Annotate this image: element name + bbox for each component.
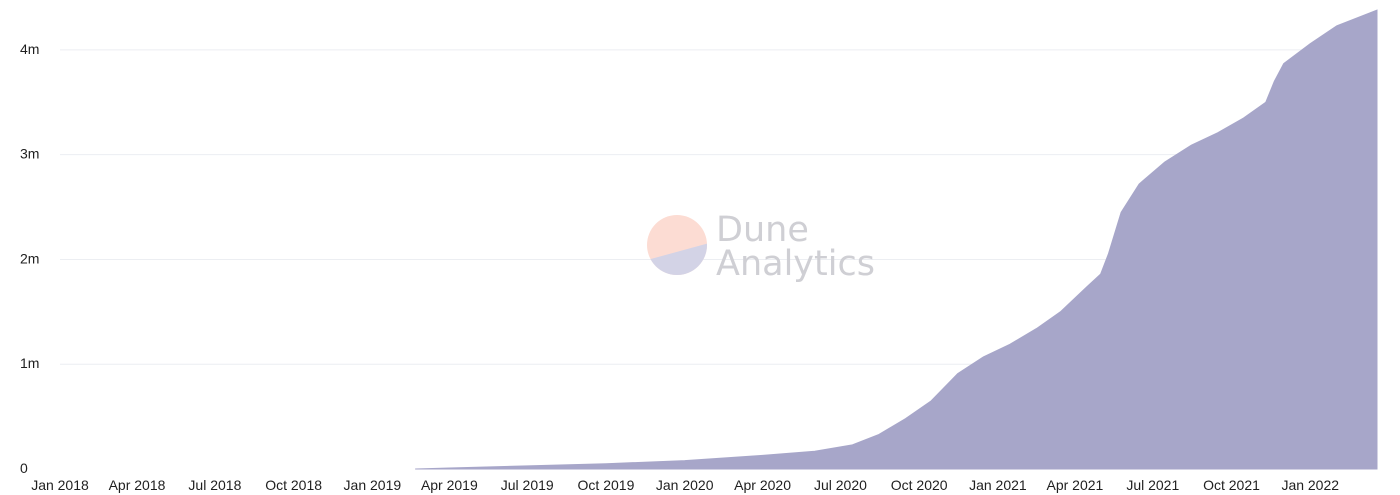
y-tick-label: 4m: [20, 41, 39, 57]
x-tick-label: Jul 2021: [1126, 477, 1179, 493]
x-tick-label: Jan 2021: [969, 477, 1027, 493]
area-series: [415, 9, 1378, 470]
x-tick-label: Jan 2018: [31, 477, 89, 493]
watermark-line2: Analytics: [716, 244, 875, 284]
x-tick-label: Jan 2020: [656, 477, 714, 493]
x-tick-label: Jul 2020: [814, 477, 867, 493]
watermark-line1: Dune: [716, 210, 809, 250]
x-axis: Jan 2018 Apr 2018 Jul 2018 Oct 2018 Jan 2019…: [31, 477, 1339, 493]
x-tick-label: Oct 2019: [578, 477, 635, 493]
x-tick-label: Apr 2018: [109, 477, 166, 493]
x-tick-label: Jan 2022: [1281, 477, 1339, 493]
x-tick-label: Jul 2019: [501, 477, 554, 493]
x-tick-label: Oct 2021: [1203, 477, 1260, 493]
x-tick-label: Jul 2018: [188, 477, 241, 493]
x-tick-label: Apr 2020: [734, 477, 791, 493]
x-tick-label: Oct 2018: [265, 477, 322, 493]
y-tick-label: 0: [20, 460, 28, 476]
watermark-logo-icon: [647, 215, 707, 275]
x-tick-label: Jan 2019: [344, 477, 402, 493]
y-tick-label: 1m: [20, 355, 39, 371]
x-tick-label: Apr 2021: [1047, 477, 1104, 493]
dune-analytics-watermark: Dune Analytics: [647, 210, 875, 284]
y-tick-label: 2m: [20, 250, 39, 266]
x-tick-label: Oct 2020: [891, 477, 948, 493]
x-tick-label: Apr 2019: [421, 477, 478, 493]
y-tick-label: 3m: [20, 146, 39, 162]
y-axis: 0 1m 2m 3m 4m: [20, 41, 39, 476]
